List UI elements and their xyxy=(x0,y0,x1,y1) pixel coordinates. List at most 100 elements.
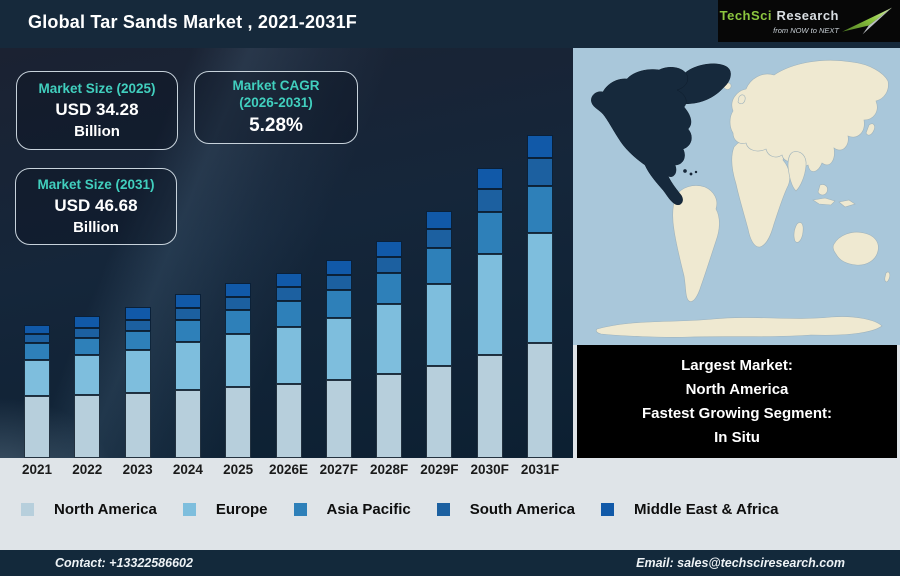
bar-2021 xyxy=(24,325,50,458)
segment-europe xyxy=(275,327,302,384)
segment-europe xyxy=(476,254,503,355)
segment-south-america xyxy=(476,189,503,212)
segment-asia-pacific xyxy=(325,290,352,318)
stat-heading: Market CAGR (2026-2031) xyxy=(232,78,319,112)
stat-heading-line1: Market CAGR xyxy=(232,78,320,94)
bottom-strip: 2021 2022 2023 2024 2025 2026E 2027F 2028F 2029F… xyxy=(0,458,900,550)
legend-item-europe: Europe xyxy=(182,501,268,518)
segment-south-america xyxy=(174,308,201,320)
segment-south-america xyxy=(74,328,101,338)
segment-north-america xyxy=(24,396,50,458)
stat-box-market-cagr: Market CAGR (2026-2031) 5.28% xyxy=(194,71,358,144)
axis-label-2023: 2023 xyxy=(122,462,153,477)
segment-middle-east-africa xyxy=(225,283,252,297)
stat-box-market-size-2031: Market Size (2031) USD 46.68 Billion xyxy=(15,168,177,245)
legend-item-north-america: North America xyxy=(21,501,157,518)
segment-asia-pacific xyxy=(225,310,252,334)
logo-text: TechSci Research from NOW to NEXT xyxy=(720,8,839,35)
segment-middle-east-africa xyxy=(476,168,503,189)
axis-label-2029F: 2029F xyxy=(420,462,459,477)
world-map-svg xyxy=(573,48,900,345)
segment-europe xyxy=(225,334,252,387)
map-caribbean-island xyxy=(694,170,698,174)
segment-asia-pacific xyxy=(376,273,403,304)
info-line-largest-market-label: Largest Market: xyxy=(681,356,793,374)
top-bar: Global Tar Sands Market , 2021-2031F Tec… xyxy=(0,0,900,48)
segment-europe xyxy=(376,304,403,374)
bar-2027F xyxy=(325,260,352,458)
segment-asia-pacific xyxy=(275,301,302,327)
stat-heading: Market Size (2025) xyxy=(38,80,156,96)
segment-north-america xyxy=(527,343,553,458)
bar-2025 xyxy=(225,283,252,458)
legend-swatch-icon xyxy=(436,503,450,516)
chart-panel: Market Size (2025) USD 34.28 Billion Mar… xyxy=(0,48,573,458)
axis-label-2021: 2021 xyxy=(21,462,53,477)
stat-value: USD 46.68 xyxy=(54,196,138,216)
segment-middle-east-africa xyxy=(124,307,151,320)
segment-south-america xyxy=(426,229,453,248)
bar-2028F xyxy=(376,241,403,458)
segment-asia-pacific xyxy=(174,320,201,342)
axis-label-2025: 2025 xyxy=(223,462,254,477)
axis-label-2024: 2024 xyxy=(172,462,203,477)
axis-label-2031F: 2031F xyxy=(520,462,560,477)
info-box: Largest Market: North America Fastest Gr… xyxy=(577,345,897,458)
bar-2031F xyxy=(527,135,553,458)
segment-middle-east-africa xyxy=(174,294,201,308)
map-caribbean-island xyxy=(683,169,687,173)
segment-middle-east-africa xyxy=(74,316,101,328)
legend-swatch-icon xyxy=(601,503,615,516)
axis-label-2026E: 2026E xyxy=(268,462,309,477)
map-north-america-highlight xyxy=(591,63,731,205)
segment-europe xyxy=(527,233,553,343)
segment-middle-east-africa xyxy=(325,260,352,275)
segment-north-america xyxy=(74,395,101,458)
segment-europe xyxy=(174,342,201,390)
map-australia xyxy=(832,231,879,266)
map-madagascar xyxy=(793,222,804,243)
bar-2023 xyxy=(124,307,151,458)
map-india xyxy=(787,151,807,192)
page-title: Global Tar Sands Market , 2021-2031F xyxy=(28,12,358,32)
legend-label: Europe xyxy=(215,501,268,518)
bar-2029F xyxy=(426,211,453,458)
techsci-logo: TechSci Research from NOW to NEXT xyxy=(718,0,900,42)
logo-brand-primary: TechSci xyxy=(719,7,772,23)
segment-north-america xyxy=(325,380,352,458)
legend-swatch-icon xyxy=(293,503,307,516)
map-greenland xyxy=(675,63,731,105)
axis-label-2030F: 2030F xyxy=(470,462,509,477)
info-line-fastest-segment-label: Fastest Growing Segment: xyxy=(641,404,833,422)
stat-unit: Billion xyxy=(73,219,119,237)
footer-bar: Contact: +13322586602 Email: sales@techs… xyxy=(0,550,900,576)
stat-heading: Market Size (2031) xyxy=(37,176,155,192)
segment-europe xyxy=(24,360,50,396)
segment-middle-east-africa xyxy=(24,325,50,334)
segment-north-america xyxy=(174,390,201,458)
map-north-america xyxy=(591,67,692,205)
segment-south-america xyxy=(24,334,50,343)
segment-europe xyxy=(325,318,352,380)
segment-south-america xyxy=(376,257,403,273)
segment-middle-east-africa xyxy=(527,135,553,158)
logo-brand-secondary: Research xyxy=(776,7,839,23)
stat-value: USD 34.28 xyxy=(55,100,139,120)
segment-middle-east-africa xyxy=(426,211,453,229)
map-new-zealand xyxy=(884,271,891,283)
info-line-largest-market-value: North America xyxy=(685,380,789,398)
segment-south-america xyxy=(225,297,252,310)
map-indonesia-east xyxy=(838,199,856,208)
legend-swatch-icon xyxy=(21,503,34,516)
map-antarctica xyxy=(595,316,883,338)
segment-asia-pacific xyxy=(476,212,503,254)
legend-item-middle-east-africa: Middle East & Africa xyxy=(601,501,779,518)
segment-middle-east-africa xyxy=(275,273,302,287)
segment-south-america xyxy=(124,320,151,331)
legend-item-asia-pacific: Asia Pacific xyxy=(293,501,411,518)
logo-arrow-icon xyxy=(842,7,892,35)
stat-unit: Billion xyxy=(74,123,120,141)
bar-2022 xyxy=(74,316,101,458)
chart-legend: North America Europe Asia Pacific South Ame… xyxy=(21,501,779,518)
